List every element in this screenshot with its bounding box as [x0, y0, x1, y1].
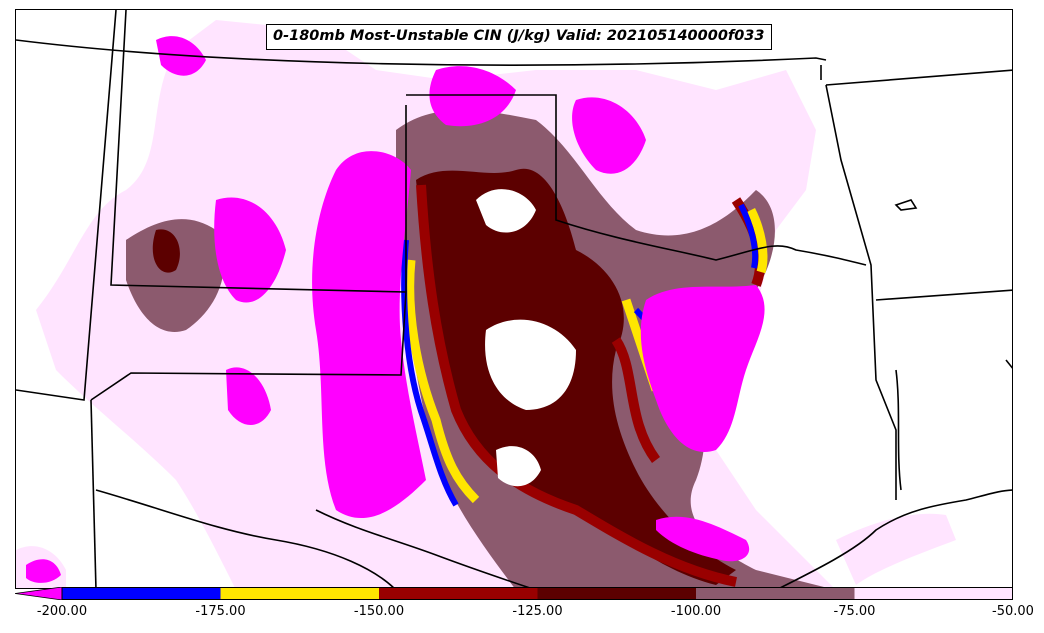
kansas-line [90, 105, 407, 401]
missouri-line [825, 69, 1012, 86]
colorbar-bin-4 [537, 587, 696, 600]
colorbar-bin-5 [696, 587, 855, 600]
colorbar-tick-label: -125.00 [512, 604, 563, 619]
colorbar-tick-labels: -200.00 -175.00 -150.00 -125.00 -100.00 -75.0… [0, 604, 1044, 628]
rio-grande [315, 509, 533, 588]
mexico-border [95, 489, 396, 588]
colorbar-tick-label: -150.00 [353, 604, 405, 619]
cin-magenta-region-coast [26, 516, 750, 583]
political-boundaries [16, 10, 1012, 588]
colorbar-outline [61, 587, 1013, 600]
state-line-north [16, 10, 117, 401]
cin-magenta-region-west [214, 197, 286, 425]
colorbar-bin-6 [854, 587, 1013, 600]
map-title: 0-180mb Most-Unstable CIN (J/kg) Valid: … [266, 24, 772, 50]
texas-west [90, 399, 97, 588]
oklahoma-line [406, 94, 867, 266]
colorbar-tick-label: -50.00 [992, 604, 1034, 619]
map-panel: 0-180mb Most-Unstable CIN (J/kg) Valid: … [15, 9, 1013, 589]
cin-magenta-region-east [640, 285, 765, 452]
cin-clear-east [747, 246, 896, 490]
cin-magenta-region [312, 151, 426, 519]
cin-magenta-region-north [156, 36, 646, 174]
cin-shading [16, 20, 956, 588]
colorbar [15, 587, 1013, 600]
colorbar-bin-1 [62, 587, 221, 600]
cin-clear-interior [476, 189, 576, 487]
colorbar-bin-3 [379, 587, 538, 600]
colorbar-tick-label: -100.00 [670, 604, 722, 619]
east-edge-line [1005, 359, 1012, 369]
gulf-coast [778, 489, 1012, 588]
colorbar-tick-label: -200.00 [36, 604, 88, 619]
colorbar-tick-label: -75.00 [833, 604, 876, 619]
cin-field-map [16, 10, 1012, 588]
lake-outline [894, 199, 918, 211]
arkansas-line [825, 84, 897, 500]
ms-river [895, 369, 902, 491]
tn-line [875, 289, 1012, 301]
colorbar-bin-2 [220, 587, 379, 600]
colorbar-extend-min [15, 587, 63, 600]
cin-darkred-region [152, 168, 737, 585]
cin-pink-region-se [836, 513, 956, 585]
colorado-box [110, 10, 407, 293]
colorbar-tick-label: -175.00 [195, 604, 246, 619]
